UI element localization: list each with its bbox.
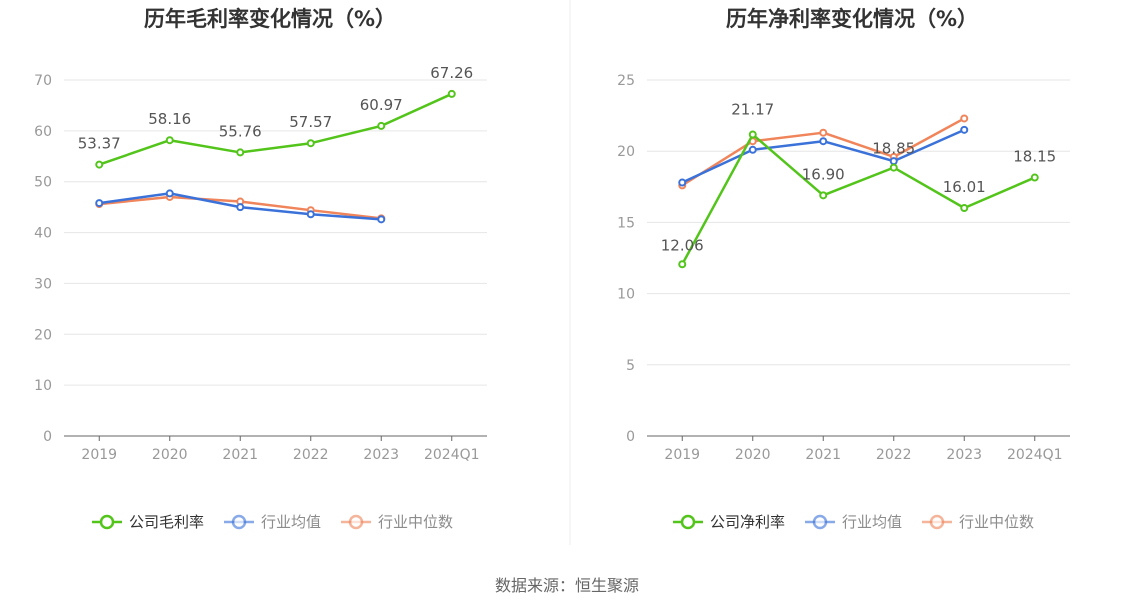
chart-title: 历年净利率变化情况（%） [726, 7, 978, 31]
y-tick-label: 20 [34, 327, 52, 343]
x-tick-label: 2019 [664, 447, 700, 463]
x-tick-label: 2023 [946, 447, 982, 463]
legend-item-industry_avg: 行业均值 [224, 513, 321, 531]
data-point-industry_avg [748, 145, 757, 154]
y-tick-label: 20 [617, 144, 635, 160]
data-point-industry_median [960, 114, 969, 123]
legend-marker [680, 514, 696, 530]
data-label: 12.06 [661, 236, 704, 254]
y-tick-label: 30 [34, 276, 52, 292]
y-tick-label: 70 [34, 73, 52, 89]
data-source: 数据来源：恒生聚源 [494, 576, 639, 595]
y-tick-label: 5 [626, 358, 635, 374]
y-tick-label: 60 [34, 124, 52, 140]
data-point-company [165, 136, 174, 145]
y-tick-label: 15 [617, 215, 635, 231]
x-tick-label: 2020 [735, 447, 771, 463]
x-tick-label: 2023 [363, 447, 399, 463]
y-tick-label: 0 [626, 429, 635, 445]
legend-label: 公司净利率 [710, 513, 785, 531]
data-point-industry_avg [960, 125, 969, 134]
y-tick-label: 10 [617, 287, 635, 303]
legend-item-company: 公司毛利率 [92, 513, 204, 531]
data-point-industry_avg [236, 203, 245, 212]
legend-item-industry_median: 行业中位数 [922, 513, 1034, 531]
legend-label: 行业中位数 [959, 513, 1034, 531]
data-point-company [95, 160, 104, 169]
data-point-industry_avg [95, 199, 104, 208]
legend-marker [231, 514, 247, 530]
y-tick-label: 50 [34, 175, 52, 191]
x-tick-label: 2019 [81, 447, 117, 463]
y-tick-label: 40 [34, 226, 52, 242]
data-point-company [306, 139, 315, 148]
chart-title: 历年毛利率变化情况（%） [144, 7, 396, 31]
data-label: 21.17 [731, 101, 774, 119]
legend-label: 行业均值 [842, 513, 902, 531]
data-point-company [960, 204, 969, 213]
y-tick-label: 0 [43, 429, 52, 445]
data-point-company [748, 130, 757, 139]
data-point-company [889, 163, 898, 172]
data-label: 16.90 [802, 165, 845, 183]
data-point-company [377, 121, 386, 130]
x-tick-label: 2024Q1 [424, 447, 480, 463]
legend-label: 行业中位数 [378, 513, 453, 531]
data-label: 67.26 [430, 64, 473, 82]
data-label: 18.15 [1013, 148, 1056, 166]
legend-label: 行业均值 [261, 513, 321, 531]
data-point-company [236, 148, 245, 157]
legend-marker [812, 514, 828, 530]
data-label: 55.76 [219, 122, 262, 140]
series-line-company [681, 133, 1036, 265]
data-point-company [447, 89, 456, 98]
data-point-industry_avg [165, 189, 174, 198]
data-label: 18.85 [872, 140, 915, 158]
data-point-industry_avg [678, 178, 687, 187]
data-label: 53.37 [78, 135, 121, 153]
data-point-industry_avg [819, 137, 828, 146]
net-margin-chart: 历年净利率变化情况（%） 0 5 10 15 20 25 2019 2020 2021 2022 20… [617, 7, 1070, 531]
data-label: 16.01 [943, 178, 986, 196]
legend-marker [348, 514, 364, 530]
legend-item-company: 公司净利率 [673, 513, 785, 531]
data-point-company [819, 191, 828, 200]
legend-item-industry_avg: 行业均值 [805, 513, 902, 531]
data-label: 60.97 [360, 96, 403, 114]
data-point-industry_median [819, 128, 828, 137]
x-tick-label: 2020 [152, 447, 188, 463]
x-tick-label: 2021 [805, 447, 841, 463]
legend-item-industry_median: 行业中位数 [341, 513, 453, 531]
data-label: 57.57 [289, 113, 332, 131]
legend-marker [929, 514, 945, 530]
data-point-company [1030, 173, 1039, 182]
data-point-industry_avg [306, 210, 315, 219]
series-line-company [98, 92, 453, 166]
x-tick-label: 2022 [293, 447, 329, 463]
y-tick-label: 10 [34, 378, 52, 394]
legend-label: 公司毛利率 [129, 513, 204, 531]
data-point-industry_avg [377, 215, 386, 224]
data-point-company [678, 260, 687, 269]
gross-margin-chart: 历年毛利率变化情况（%） 0 10 20 30 40 50 60 70 2019 2020 2021 2… [34, 7, 487, 531]
legend-marker [99, 514, 115, 530]
x-tick-label: 2024Q1 [1007, 447, 1063, 463]
y-tick-label: 25 [617, 73, 635, 89]
data-label: 58.16 [148, 110, 191, 128]
data-point-industry_avg [889, 157, 898, 166]
x-tick-label: 2021 [222, 447, 258, 463]
x-tick-label: 2022 [876, 447, 912, 463]
